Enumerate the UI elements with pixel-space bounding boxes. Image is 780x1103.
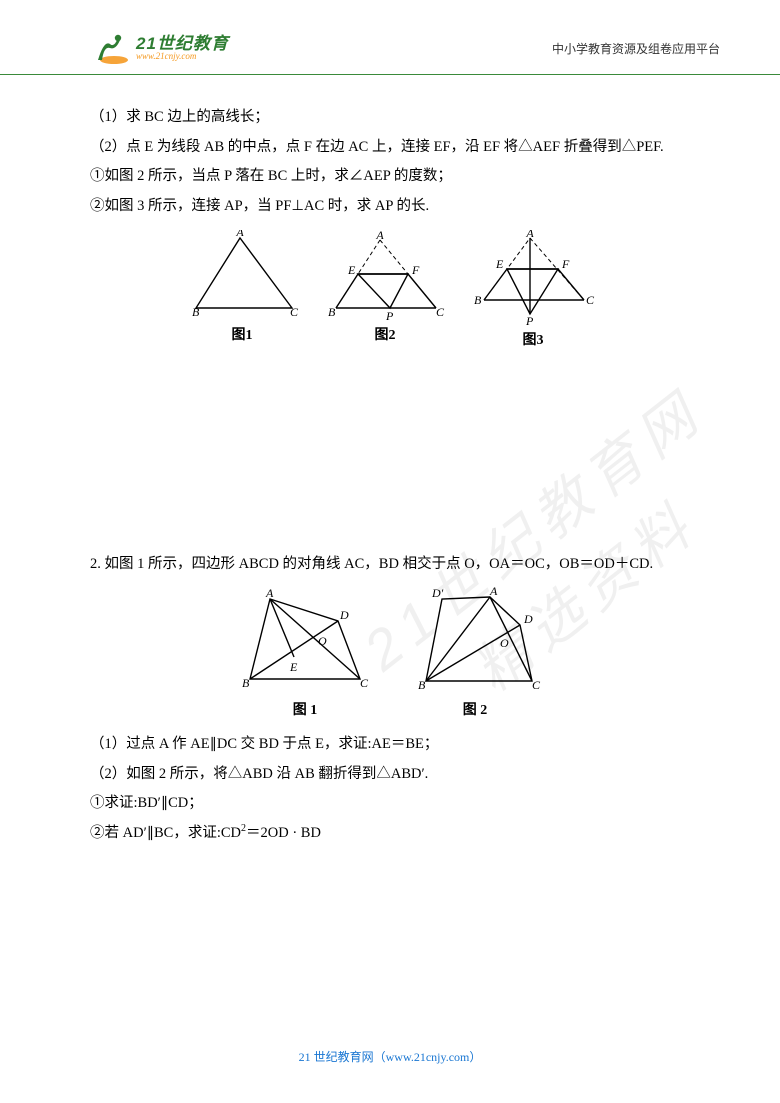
label-d: D	[339, 608, 349, 622]
page-footer: 21 世纪教育网（www.21cnjy.com）	[0, 1048, 780, 1065]
label-a: A	[375, 230, 384, 242]
label-a: A	[265, 586, 274, 600]
label-e: E	[495, 257, 504, 271]
footer-site: www.21cnjy.com	[386, 1050, 470, 1064]
label-o: O	[500, 636, 509, 650]
p1-fig3-caption: 图3	[523, 327, 544, 356]
p2-fig2: A B C D D′ O 图 2	[400, 585, 550, 726]
quad-fold-icon: A B C D D′ O	[400, 585, 550, 695]
label-b: B	[242, 676, 250, 690]
p2-figure-row: A B C D E O 图 1 A B C D D′ O	[90, 585, 690, 726]
label-c: C	[290, 305, 299, 319]
label-o: O	[318, 634, 327, 648]
page-header: 21世纪教育 www.21cnjy.com 中小学教育资源及组卷应用平台	[0, 0, 780, 75]
label-a: A	[235, 230, 244, 239]
p1-line3: ①如图 2 所示，当点 P 落在 BC 上时，求∠AEP 的度数；	[90, 162, 690, 192]
label-d: D	[523, 612, 533, 626]
triangle-icon: A B C	[182, 230, 302, 320]
logo-url: www.21cnjy.com	[136, 52, 229, 61]
label-b: B	[418, 678, 426, 692]
p2-intro: 2. 如图 1 所示，四边形 ABCD 的对角线 AC，BD 相交于点 O，OA…	[90, 550, 690, 580]
p1-fig1-caption: 图1	[232, 322, 253, 351]
p1-fig3: A B C E F P 图3	[468, 230, 598, 356]
label-c: C	[532, 678, 541, 692]
label-f: F	[411, 263, 420, 277]
logo-text-group: 21世纪教育 www.21cnjy.com	[136, 35, 229, 61]
header-right-text: 中小学教育资源及组卷应用平台	[552, 40, 720, 57]
label-e: E	[289, 660, 298, 674]
label-c: C	[436, 305, 445, 319]
label-e: E	[347, 263, 356, 277]
logo-block: 21世纪教育 www.21cnjy.com	[90, 30, 229, 66]
page-content: （1）求 BC 边上的高线长； （2）点 E 为线段 AB 的中点，点 F 在边…	[0, 75, 780, 849]
p2-fig2-caption: 图 2	[463, 697, 488, 726]
p1-figure-row: A B C 图1 A B C E F P 图2	[90, 230, 690, 356]
label-p: P	[525, 314, 534, 325]
p1-line4: ②如图 3 所示，连接 AP，当 PF⊥AC 时，求 AP 的长.	[90, 192, 690, 222]
label-b: B	[328, 305, 336, 319]
label-p: P	[385, 309, 394, 320]
label-b: B	[474, 293, 482, 307]
p2-line4-pre: ②若 AD′∥BC，求证:CD	[90, 825, 241, 841]
p2-line4: ②若 AD′∥BC，求证:CD2＝2OD · BD	[90, 819, 690, 849]
footer-pre: 21 世纪教育网（	[299, 1050, 386, 1064]
p2-fig1-caption: 图 1	[293, 697, 318, 726]
fold-triangle-perp-icon: A B C E F P	[468, 230, 598, 325]
p2-line3: ①求证:BD′∥CD；	[90, 789, 690, 819]
label-dp: D′	[431, 586, 444, 600]
label-a: A	[489, 585, 498, 598]
p1-fig1: A B C 图1	[182, 230, 302, 356]
p1-fig2: A B C E F P 图2	[320, 230, 450, 356]
label-a: A	[525, 230, 534, 240]
footer-post: ）	[469, 1050, 481, 1064]
label-b: B	[192, 305, 200, 319]
logo-title: 21世纪教育	[136, 35, 229, 52]
label-f: F	[561, 257, 570, 271]
fold-triangle-icon: A B C E F P	[320, 230, 450, 320]
p2-line1: （1）过点 A 作 AE∥DC 交 BD 于点 E，求证:AE＝BE；	[90, 730, 690, 760]
label-c: C	[360, 676, 369, 690]
vertical-spacer	[90, 360, 690, 550]
p2-line2: （2）如图 2 所示，将△ABD 沿 AB 翻折得到△ABD′.	[90, 760, 690, 790]
p1-line1: （1）求 BC 边上的高线长；	[90, 103, 690, 133]
p1-line2: （2）点 E 为线段 AB 的中点，点 F 在边 AC 上，连接 EF，沿 EF…	[90, 133, 690, 163]
p1-fig2-caption: 图2	[375, 322, 396, 351]
logo-icon	[90, 30, 130, 66]
quad-diagonals-icon: A B C D E O	[230, 585, 380, 695]
label-c: C	[586, 293, 595, 307]
p2-line4-post: ＝2OD · BD	[246, 825, 321, 841]
p2-fig1: A B C D E O 图 1	[230, 585, 380, 726]
